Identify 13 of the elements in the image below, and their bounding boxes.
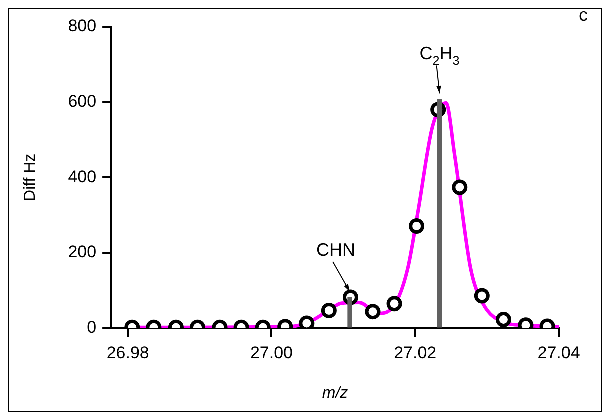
- annotation: CHN: [316, 240, 356, 260]
- x-tick-label: 27.04: [538, 343, 580, 362]
- x-axis-title: m/z: [322, 384, 348, 402]
- y-tick-label: 800: [68, 16, 97, 36]
- x-tick-label: 27.00: [250, 343, 293, 362]
- y-tick-label: 600: [68, 92, 97, 112]
- text: c: [579, 5, 588, 25]
- x-tick-label: 27.02: [394, 343, 437, 362]
- y-tick-label: 0: [87, 318, 97, 338]
- y-tick-label: 200: [68, 242, 97, 262]
- y-tick-label: 400: [68, 167, 97, 186]
- x-tick-label: 26.98: [106, 343, 150, 362]
- y-axis-title: Diff Hz: [22, 154, 40, 202]
